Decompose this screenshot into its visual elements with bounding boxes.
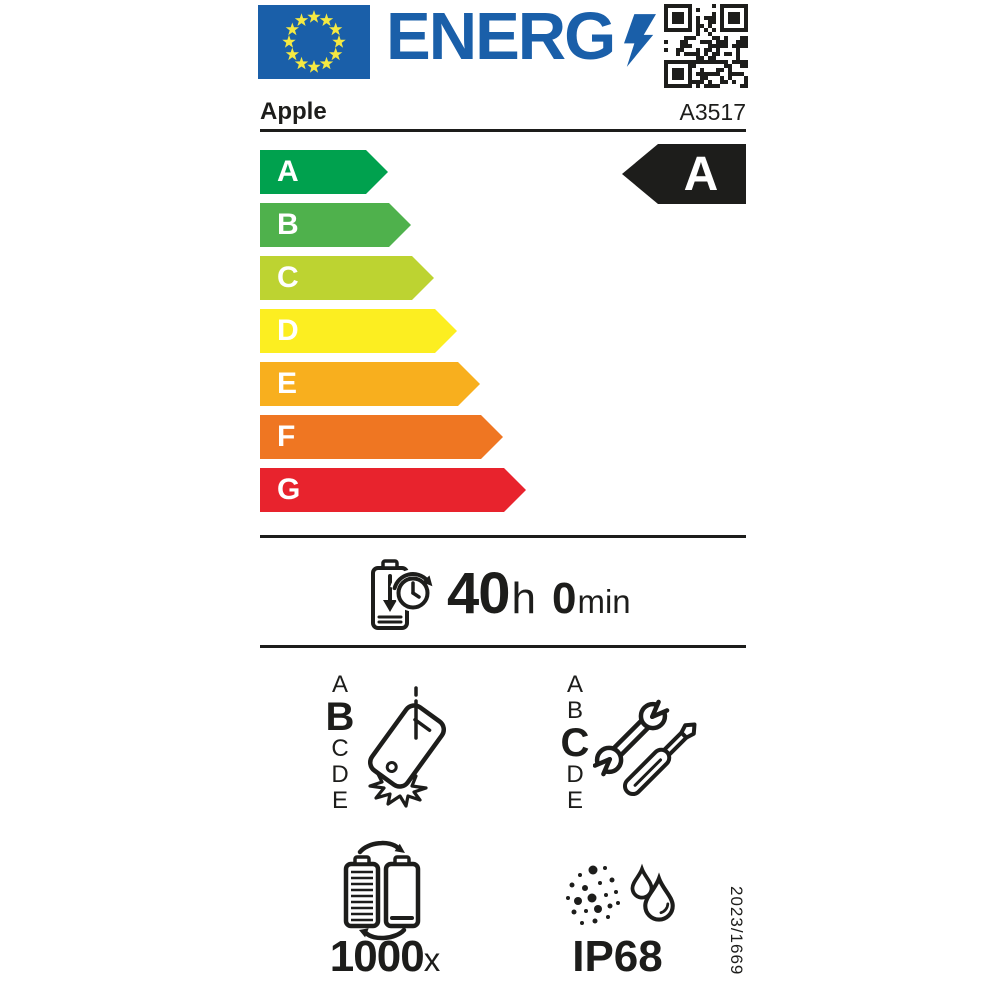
battery-cycles-icon xyxy=(343,840,421,941)
grade-letter: G xyxy=(277,473,301,506)
small-water-drop xyxy=(630,863,654,900)
dust-particles xyxy=(566,865,620,925)
scale-letter-a: A xyxy=(566,671,583,698)
grade-arrow-e: E xyxy=(260,362,480,406)
supplier-row: Apple A3517 xyxy=(260,98,746,132)
large-water-drop xyxy=(643,872,675,922)
ip-rating: IP68 xyxy=(572,932,663,981)
cycles-unit: x xyxy=(423,941,441,978)
model-number: A3517 xyxy=(679,99,746,125)
cycles-count: 1000 xyxy=(329,932,425,981)
repair-tools-icon xyxy=(593,699,697,797)
scale-letter-d: D xyxy=(331,761,349,788)
phone-drop-icon xyxy=(367,686,447,808)
scale-letter-a: A xyxy=(331,671,348,698)
scale-letter-b: B xyxy=(566,697,583,724)
battery-cycles-value: 1000x xyxy=(300,932,470,982)
energy-logo-text: ENERG xyxy=(386,0,616,74)
grade-arrow-a: A xyxy=(260,150,388,194)
endurance-minutes-unit: min xyxy=(577,583,631,620)
grade-letter: B xyxy=(277,208,299,241)
divider-top xyxy=(260,535,746,538)
endurance-hours-unit: h xyxy=(511,574,536,623)
scale-letter-c: C xyxy=(560,721,590,765)
eu-flag-icon xyxy=(258,5,370,79)
grade-arrow-f: F xyxy=(260,415,503,459)
grade-arrow-d: D xyxy=(260,309,457,353)
lightning-bolt-icon xyxy=(624,14,656,67)
grade-letter: D xyxy=(277,314,299,347)
divider-bottom xyxy=(260,645,746,648)
scale-letter-b: B xyxy=(325,695,355,739)
brand-name: Apple xyxy=(260,98,327,125)
grade-letter: E xyxy=(277,367,298,400)
grade-letter: C xyxy=(277,261,299,294)
scale-letter-c: C xyxy=(331,735,349,762)
battery-clock-icon xyxy=(371,559,433,630)
scale-letter-e: E xyxy=(566,787,583,814)
battery-endurance-value: 40 h 0 min xyxy=(447,560,631,627)
grade-arrow-b: B xyxy=(260,203,411,247)
endurance-hours: 40 xyxy=(447,561,511,626)
scale-letter-d: D xyxy=(566,761,584,788)
endurance-minutes: 0 xyxy=(552,574,577,623)
grade-arrow-g: G xyxy=(260,468,526,512)
qr-code xyxy=(664,4,748,88)
energy-rating-letter: A xyxy=(683,147,719,201)
grade-letter: F xyxy=(277,420,296,453)
grade-arrow-c: C xyxy=(260,256,434,300)
scale-letter-e: E xyxy=(331,787,348,814)
regulation-number: 2023/1669 xyxy=(727,886,746,976)
dust-water-icon xyxy=(566,863,675,925)
energy-rating-indicator: A xyxy=(622,144,746,204)
grade-letter: A xyxy=(277,155,299,188)
